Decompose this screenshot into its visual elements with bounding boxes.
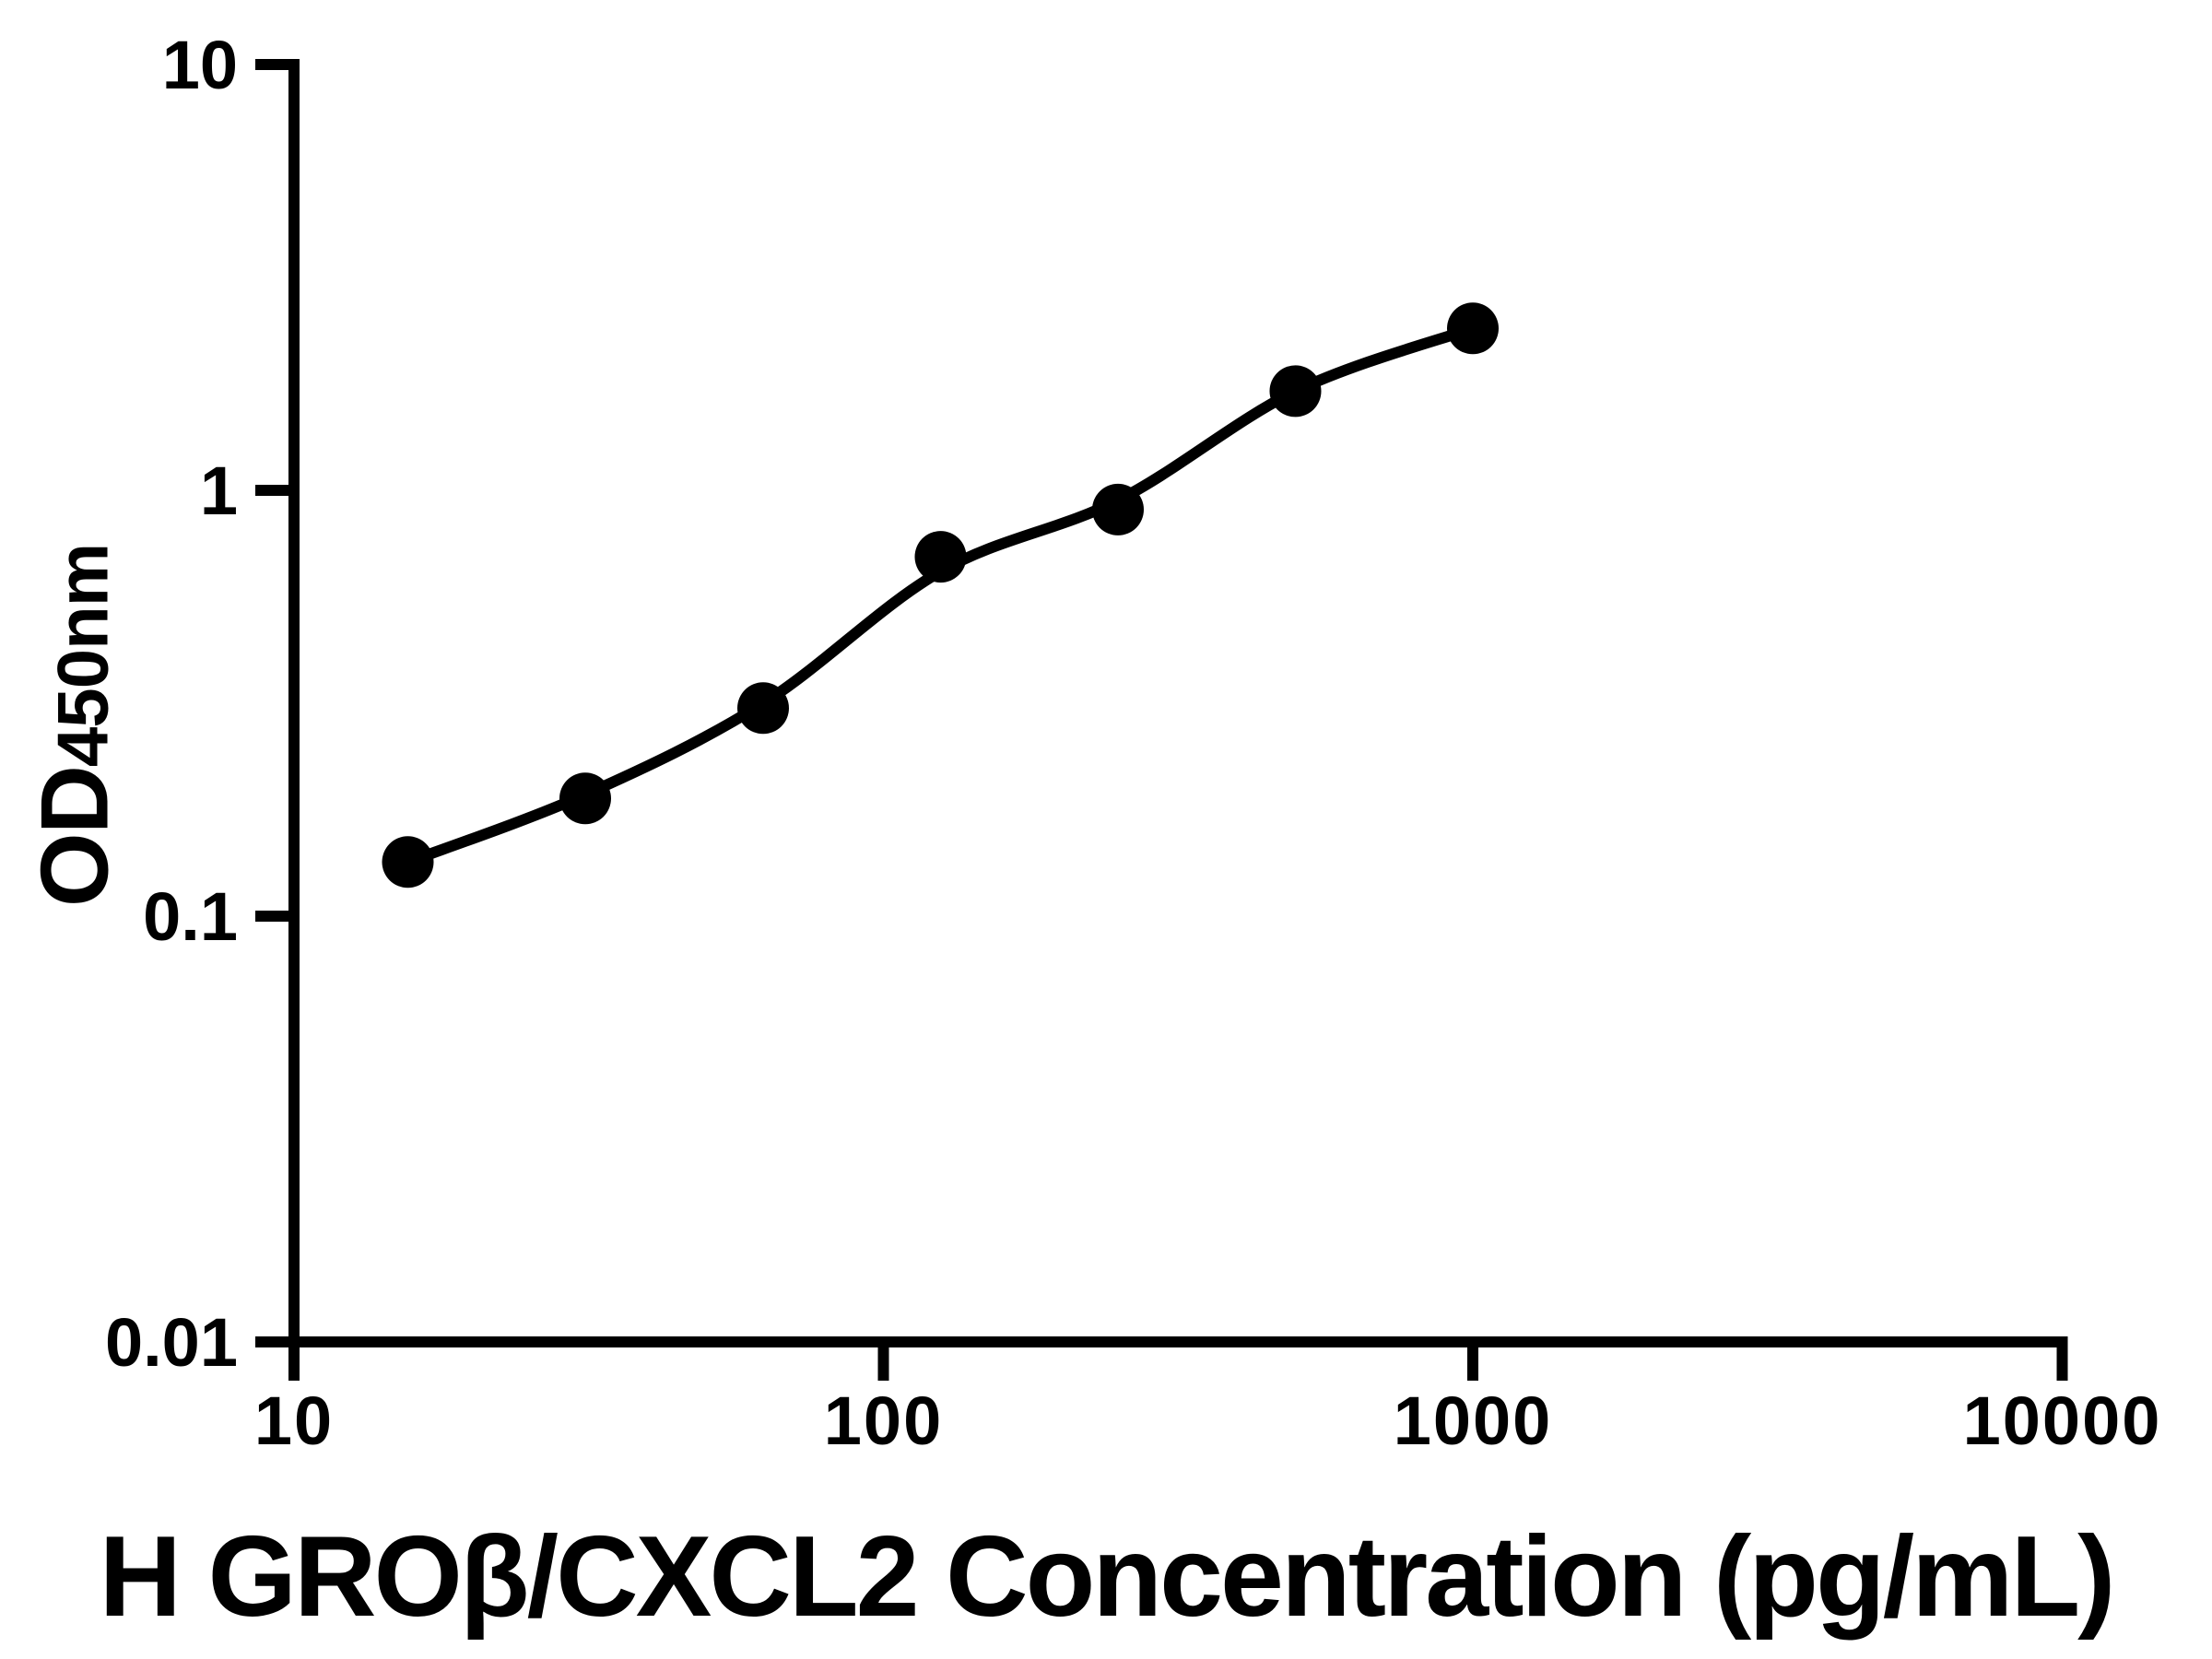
- y-tick-label: 10: [162, 27, 238, 103]
- data-point: [737, 682, 789, 735]
- data-point: [1269, 365, 1322, 418]
- y-tick-label: 0.01: [105, 1304, 238, 1381]
- y-axis-title-subscript: 450nm: [41, 543, 124, 768]
- x-tick-label: 1000: [1394, 1382, 1553, 1459]
- data-point: [914, 531, 967, 583]
- y-tick-label: 1: [200, 453, 238, 529]
- x-tick-label: 100: [824, 1382, 943, 1459]
- axes-group: [255, 59, 2068, 1381]
- x-tick-label: 10000: [1963, 1382, 2162, 1459]
- data-point: [382, 836, 434, 888]
- data-points-group: [382, 302, 1499, 888]
- y-axis-title: OD 450nm: [21, 544, 131, 907]
- data-point: [1447, 302, 1499, 355]
- data-point: [559, 772, 611, 825]
- x-tick-label: 10: [254, 1382, 334, 1459]
- x-axis-title: H GROβ/CXCL2 Concentration (pg/mL): [99, 1513, 2116, 1641]
- y-axis-title-main: OD: [21, 767, 129, 908]
- y-tick-label: 0.1: [143, 878, 238, 955]
- data-point: [1092, 483, 1144, 535]
